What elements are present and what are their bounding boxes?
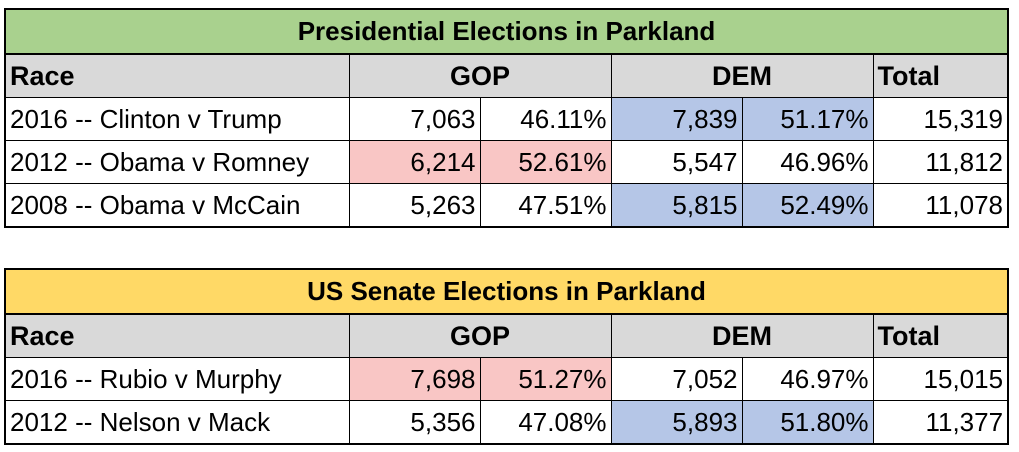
table-row: 2012 -- Obama v Romney 6,214 52.61% 5,54… [4,140,1009,184]
dem-pct-cell: 51.17% [741,97,874,141]
gop-votes-cell: 5,356 [348,400,481,445]
dem-votes-cell: 5,893 [610,400,743,445]
presidential-elections-table: Presidential Elections in Parkland Race … [4,8,1009,228]
gop-votes-cell: 6,214 [348,140,481,184]
gop-votes-cell: 7,698 [348,357,481,401]
gop-pct-cell: 47.08% [479,400,612,445]
total-cell: 11,812 [872,140,1009,184]
gop-header: GOP [348,313,612,358]
total-header: Total [872,313,1009,358]
race-cell: 2012 -- Obama v Romney [4,140,350,184]
senate-elections-table: US Senate Elections in Parkland Race GOP… [3,268,1010,445]
race-cell: 2016 -- Clinton v Trump [4,97,350,141]
table-row: 2012 -- Nelson v Mack 5,356 47.08% 5,893… [4,400,1009,445]
total-header: Total [872,53,1009,98]
dem-pct-cell: 46.96% [741,140,874,184]
dem-pct-cell: 52.49% [741,183,874,228]
dem-pct-cell: 46.97% [741,357,874,401]
presidential-header-row: Race GOP DEM Total [4,53,1009,98]
dem-votes-cell: 7,052 [610,357,743,401]
total-cell: 11,377 [872,400,1009,445]
race-cell: 2016 -- Rubio v Murphy [4,357,350,401]
dem-votes-cell: 7,839 [610,97,743,141]
dem-header: DEM [610,53,874,98]
dem-header: DEM [610,313,874,358]
gop-votes-cell: 5,263 [348,183,481,228]
gop-pct-cell: 51.27% [479,357,612,401]
presidential-title: Presidential Elections in Parkland [4,8,1009,55]
race-header: Race [4,53,350,98]
dem-votes-cell: 5,547 [610,140,743,184]
senate-header-row: Race GOP DEM Total [4,313,1009,358]
total-cell: 15,015 [872,357,1009,401]
table-row: 2008 -- Obama v McCain 5,263 47.51% 5,81… [4,183,1009,228]
senate-title: US Senate Elections in Parkland [3,268,1010,315]
gop-pct-cell: 46.11% [479,97,612,141]
total-cell: 15,319 [872,97,1009,141]
gop-header: GOP [348,53,612,98]
race-cell: 2012 -- Nelson v Mack [4,400,350,445]
total-cell: 11,078 [872,183,1009,228]
gop-pct-cell: 47.51% [479,183,612,228]
gop-votes-cell: 7,063 [348,97,481,141]
gop-pct-cell: 52.61% [479,140,612,184]
race-cell: 2008 -- Obama v McCain [4,183,350,228]
dem-pct-cell: 51.80% [741,400,874,445]
dem-votes-cell: 5,815 [610,183,743,228]
table-row: 2016 -- Rubio v Murphy 7,698 51.27% 7,05… [4,357,1009,401]
table-row: 2016 -- Clinton v Trump 7,063 46.11% 7,8… [4,97,1009,141]
race-header: Race [4,313,350,358]
